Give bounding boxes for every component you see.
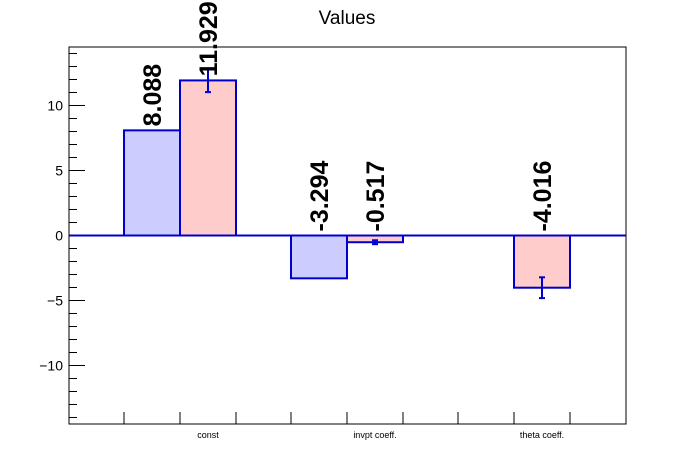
data-labels: 8.088 -3.294 11.929 -0.517 -4.016 — [139, 1, 557, 231]
bars — [123, 79, 571, 289]
y-tick-label: 5 — [55, 163, 63, 179]
data-label: -0.517 — [362, 161, 390, 232]
chart-title: Values — [319, 8, 376, 29]
data-label: -4.016 — [529, 161, 557, 232]
data-label: -3.294 — [306, 161, 334, 232]
y-tick-label: 10 — [47, 98, 63, 114]
error-bars — [205, 67, 545, 300]
y-tick-label: −5 — [47, 293, 63, 309]
data-label: 8.088 — [139, 64, 167, 127]
data-label: 11.929 — [195, 1, 223, 76]
x-category-label: const — [197, 430, 219, 440]
y-tick-label: −10 — [39, 358, 63, 374]
y-tick-label: 0 — [55, 228, 63, 244]
x-axis: const invpt coeff. theta coeff. — [123, 412, 571, 440]
bar — [290, 234, 348, 280]
x-category-label: invpt coeff. — [353, 430, 396, 440]
y-axis: −10 −5 0 5 10 — [39, 53, 85, 418]
bar — [179, 79, 237, 237]
bar — [123, 129, 181, 237]
x-category-label: theta coeff. — [520, 430, 564, 440]
